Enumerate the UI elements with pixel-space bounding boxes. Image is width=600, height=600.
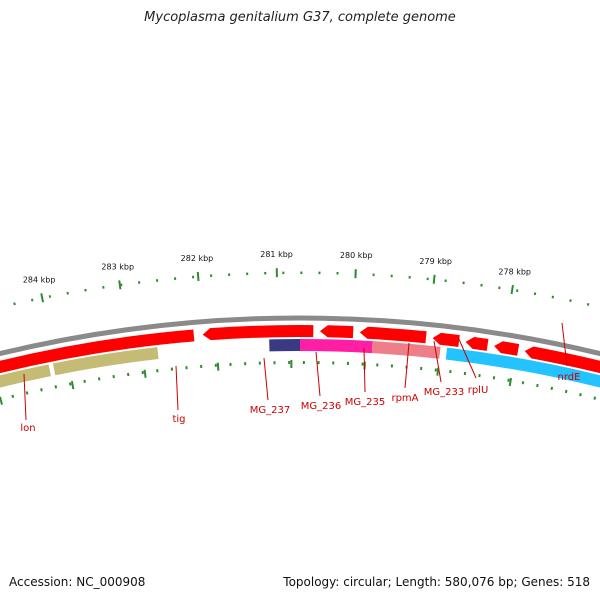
outer-minor-tick [30, 298, 34, 302]
outer-minor-tick [13, 302, 16, 306]
ruler-major-tick [196, 271, 200, 281]
ruler-major-tick [118, 280, 122, 290]
gene-leader-line [175, 365, 179, 411]
inner-minor-tick [564, 389, 568, 394]
cds-arrow-outer [494, 341, 520, 356]
inner-major-tick [70, 380, 75, 390]
inner-minor-tick [11, 394, 15, 398]
gene-segment-inner [0, 364, 51, 388]
gene-segment-inner [445, 347, 600, 388]
gene-segment-inner [269, 339, 300, 352]
ruler-major-tick [510, 284, 514, 295]
gene-leader-line [263, 357, 269, 401]
gene-leader-line [457, 336, 477, 379]
gene-leader-line [561, 322, 568, 367]
gene-labels: lon tig MG_237 MG_236 MG_235 rpmA MG_233 rplU nr… [20, 372, 580, 434]
inner-major-tick [143, 369, 147, 378]
gene-segment-inner [371, 341, 441, 359]
ruler-major-tick [432, 274, 436, 284]
inner-minor-tick [54, 385, 58, 389]
outer-ticks [13, 268, 590, 306]
gene-segment-inner [300, 339, 373, 354]
gene-leader-line [315, 351, 321, 397]
ruler-label: 283 kbp [101, 262, 134, 271]
inner-minor-tick [593, 396, 597, 400]
genome-summary-text: Topology: circular; Length: 580,076 bp; … [283, 575, 590, 589]
inner-minor-tick [507, 378, 510, 382]
inner-major-tick [436, 367, 440, 376]
accession-text: Accession: NC_000908 [9, 575, 146, 589]
cds-arrow-outer [0, 329, 195, 374]
inner-major-tick [508, 377, 513, 387]
ruler-label: 278 kbp [498, 267, 531, 276]
gene-label: nrdE [558, 372, 581, 383]
gene-label: lon [20, 423, 35, 434]
inner-minor-tick [40, 388, 43, 392]
inner-minor-tick [550, 386, 554, 391]
gene-label: tig [172, 414, 185, 425]
inner-minor-tick [536, 383, 539, 388]
cds-arrow-outer [319, 325, 354, 339]
gene-leader-line [433, 340, 442, 383]
ruler-label: 280 kbp [340, 251, 373, 260]
gene-leader-line [363, 347, 366, 393]
ruler-label: 284 kbp [23, 276, 56, 285]
ruler-label: 281 kbp [260, 250, 293, 259]
ruler-major-tick [40, 293, 45, 303]
inner-minor-tick [579, 393, 582, 397]
gene-label: MG_236 [301, 401, 341, 412]
ruler-label: 279 kbp [419, 257, 452, 266]
gene-label: MG_237 [250, 405, 290, 416]
ruler-labels: 284 kbp 283 kbp 282 kbp 281 kbp 280 kbp 279 k… [23, 250, 531, 284]
genome-backbone [0, 315, 600, 357]
inner-minor-tick [25, 391, 29, 395]
ruler-label: 282 kbp [181, 254, 214, 263]
features [0, 325, 600, 388]
map-title: Mycoplasma genitalium G37, complete geno… [144, 10, 456, 25]
gene-label: MG_233 [424, 387, 464, 398]
inner-minor-tick [68, 382, 72, 386]
cds-arrow-outer [359, 326, 427, 344]
inner-major-tick [216, 362, 220, 371]
gene-leader-line [404, 342, 410, 389]
outer-minor-tick [586, 302, 590, 306]
gene-leader-line [23, 373, 27, 421]
outer-minor-tick [569, 299, 572, 303]
gene-label: MG_235 [345, 397, 385, 408]
gene-segment-inner [52, 347, 159, 376]
inner-minor-tick [521, 381, 525, 385]
cds-arrow-outer [465, 336, 489, 351]
label-leaders [23, 322, 568, 421]
cds-arrow-outer [202, 325, 314, 341]
cds-arrow-outer [524, 346, 600, 374]
inner-ticks [0, 360, 597, 405]
gene-label: rpmA [391, 393, 418, 404]
cds-arrow-outer [432, 332, 460, 347]
gene-label: rplU [468, 385, 489, 396]
inner-major-tick [0, 396, 3, 405]
inner-minor-tick [83, 379, 86, 384]
